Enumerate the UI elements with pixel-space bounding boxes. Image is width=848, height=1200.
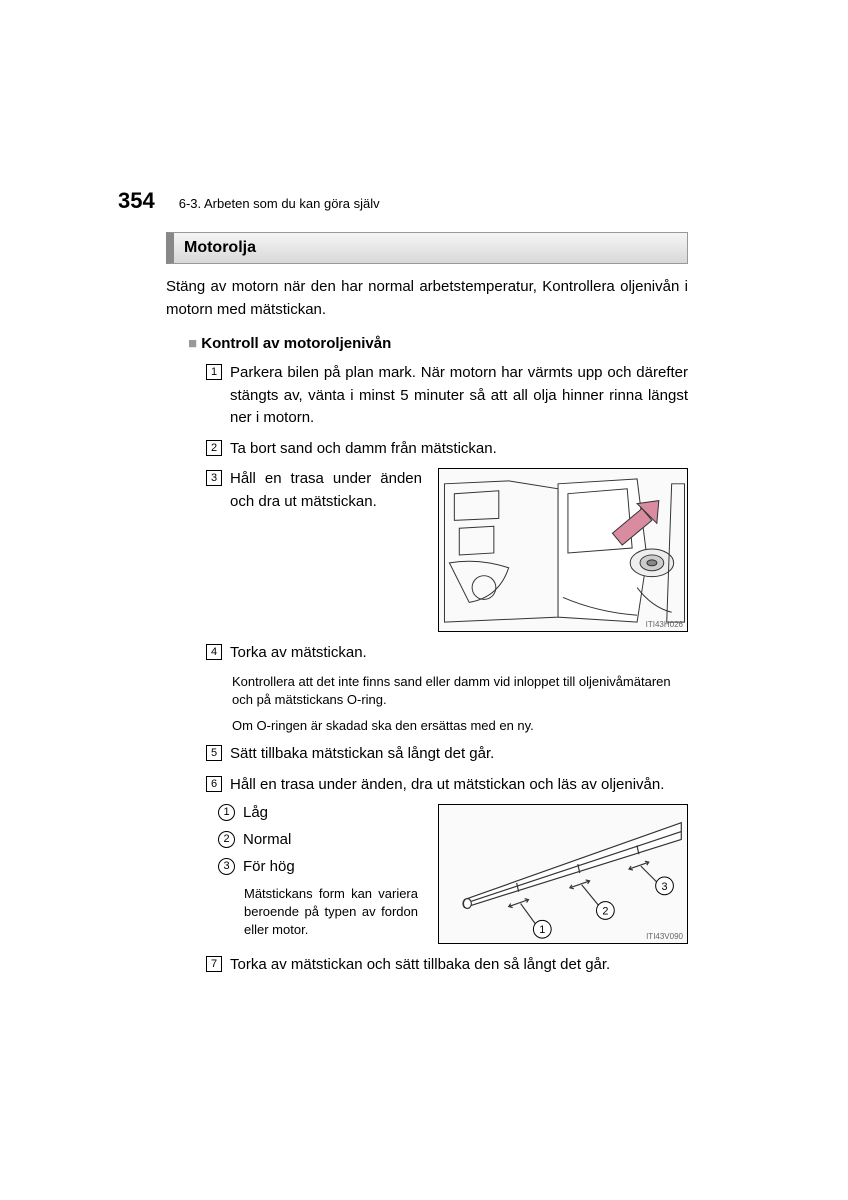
svg-text:3: 3 bbox=[662, 881, 668, 893]
step-number-box: 5 bbox=[206, 745, 222, 761]
section-heading: Motorolja bbox=[166, 232, 688, 264]
dipstick-illustration: 1 2 3 ITI43V090 bbox=[438, 804, 688, 944]
step-number-box: 1 bbox=[206, 364, 222, 380]
intro-text: Stäng av motorn när den har normal arbet… bbox=[166, 276, 688, 321]
step-number-box: 4 bbox=[206, 644, 222, 660]
sub-heading: Kontroll av motoroljenivån bbox=[188, 335, 688, 352]
step-1: 1 Parkera bilen på plan mark. När motorn… bbox=[206, 362, 688, 430]
step-text: Håll en trasa under änden, dra ut mätsti… bbox=[230, 774, 688, 797]
step-text: Torka av mätstickan och sätt tillbaka de… bbox=[230, 954, 688, 977]
page-header: 354 6-3. Arbeten som du kan göra själv bbox=[118, 188, 688, 214]
circle-number: 2 bbox=[218, 831, 235, 848]
step-5: 5 Sätt tillbaka mätstickan så långt det … bbox=[206, 743, 688, 766]
step-text: Ta bort sand och damm från mätstickan. bbox=[230, 438, 688, 461]
step-text: Parkera bilen på plan mark. När motorn h… bbox=[230, 362, 688, 430]
step-4: 4 Torka av mätstickan. bbox=[206, 642, 688, 665]
svg-text:2: 2 bbox=[602, 905, 608, 917]
legend-text: Normal bbox=[243, 831, 291, 848]
step-4-note-1: Kontrollera att det inte finns sand elle… bbox=[232, 673, 688, 709]
legend-text: Låg bbox=[243, 804, 268, 821]
legend-item-2: 2 Normal bbox=[218, 831, 418, 848]
image-code: ITI43V090 bbox=[646, 932, 683, 941]
legend-text: För hög bbox=[243, 858, 295, 875]
step-4-note-2: Om O-ringen är skadad ska den ersättas m… bbox=[232, 717, 688, 735]
legend-note: Mätstickans form kan variera beroende på… bbox=[244, 885, 418, 940]
svg-text:1: 1 bbox=[539, 924, 545, 936]
step-3: 3 Håll en trasa under änden och dra ut m… bbox=[206, 468, 688, 632]
step-2: 2 Ta bort sand och damm från mätstickan. bbox=[206, 438, 688, 461]
step-number-box: 3 bbox=[206, 470, 222, 486]
circle-number: 1 bbox=[218, 804, 235, 821]
step-6: 6 Håll en trasa under änden, dra ut mäts… bbox=[206, 774, 688, 797]
legend-item-3: 3 För hög bbox=[218, 858, 418, 875]
legend-item-1: 1 Låg bbox=[218, 804, 418, 821]
chapter-label: 6-3. Arbeten som du kan göra själv bbox=[179, 196, 380, 211]
image-code: ITI43H026 bbox=[646, 620, 683, 629]
legend-block: 1 Låg 2 Normal 3 För hög Mätstickans for… bbox=[218, 804, 688, 944]
page-number: 354 bbox=[118, 188, 155, 214]
step-text: Torka av mätstickan. bbox=[230, 642, 688, 665]
step-text: Håll en trasa under änden och dra ut mät… bbox=[230, 468, 422, 632]
step-7: 7 Torka av mätstickan och sätt tillbaka … bbox=[206, 954, 688, 977]
engine-illustration: ITI43H026 bbox=[438, 468, 688, 632]
step-number-box: 7 bbox=[206, 956, 222, 972]
step-number-box: 2 bbox=[206, 440, 222, 456]
step-number-box: 6 bbox=[206, 776, 222, 792]
step-text: Sätt tillbaka mätstickan så långt det gå… bbox=[230, 743, 688, 766]
circle-number: 3 bbox=[218, 858, 235, 875]
